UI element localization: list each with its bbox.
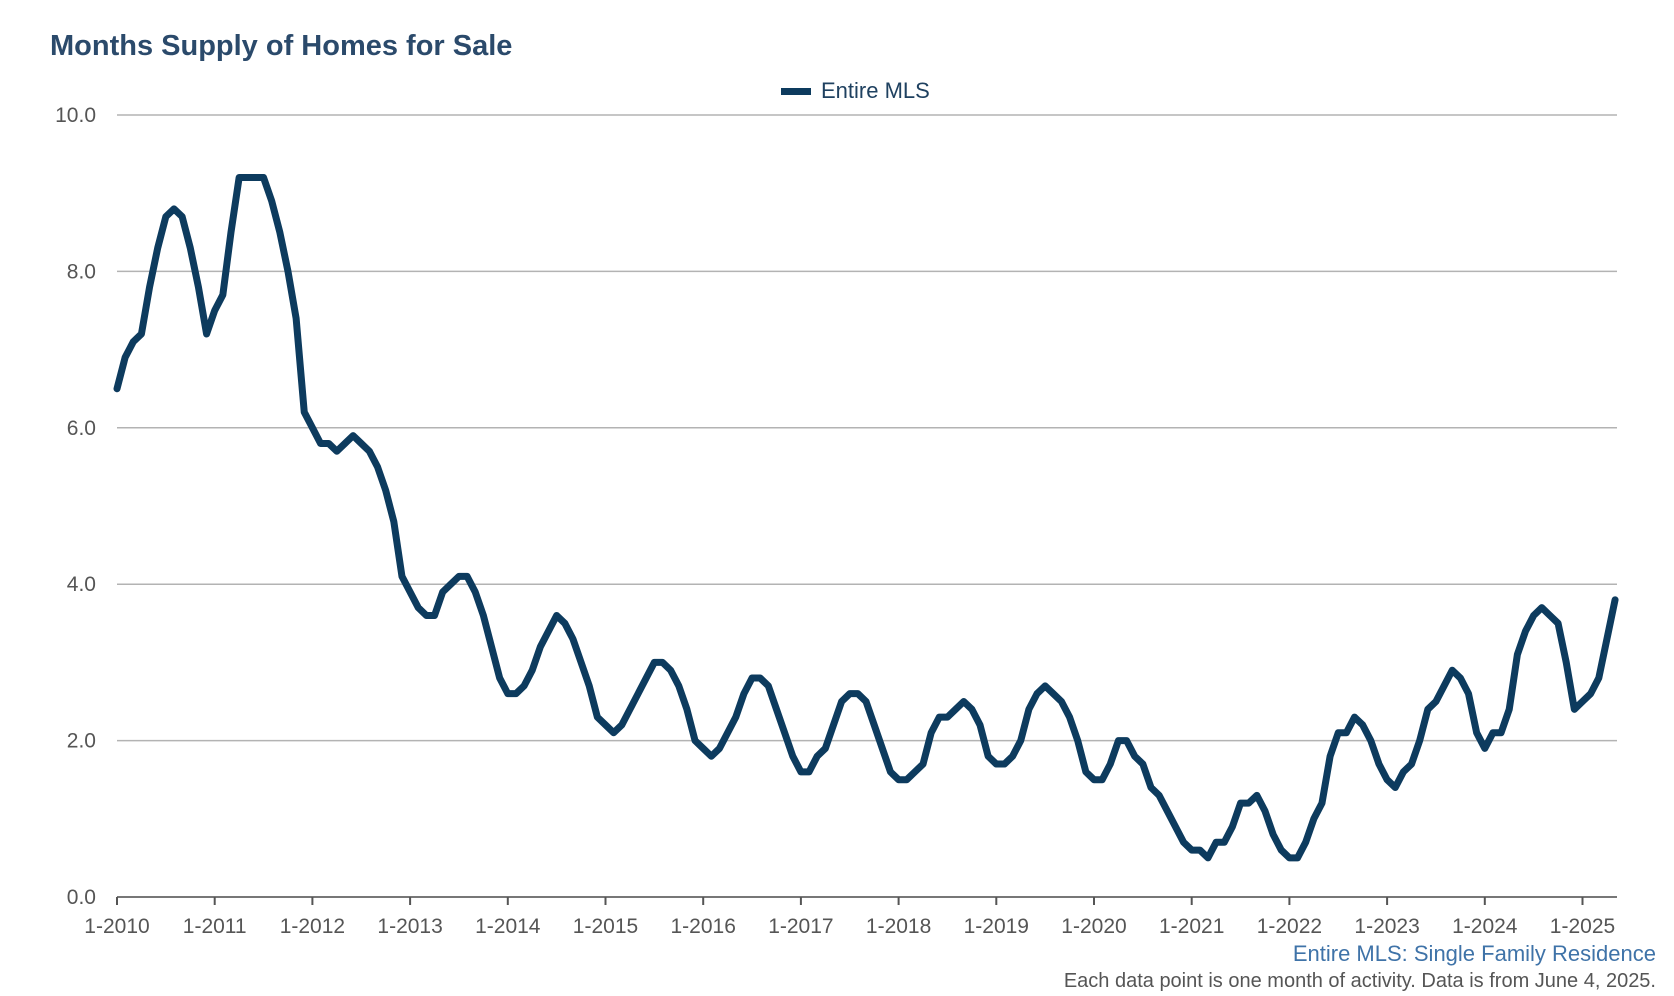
x-tick-label: 1-2013 (377, 915, 442, 938)
y-tick-label: 6.0 (67, 417, 96, 440)
x-tick-label: 1-2018 (866, 915, 931, 938)
y-axis: 0.0 2.0 4.0 6.0 8.0 10.0 (55, 104, 96, 909)
x-tick-label: 1-2014 (475, 915, 541, 938)
x-tick-label: 1-2025 (1550, 915, 1615, 938)
y-tick-label: 2.0 (67, 730, 96, 753)
legend: Entire MLS (781, 78, 930, 104)
x-tick-label: 1-2022 (1257, 915, 1322, 938)
legend-swatch (781, 87, 811, 95)
x-tick-label: 1-2017 (768, 915, 833, 938)
x-axis: 1-2010 1-2011 1-2012 1-2013 1-2014 1-2015 1-20… (84, 896, 1617, 938)
y-tick-label: 0.0 (67, 886, 96, 909)
x-tick-label: 1-2019 (964, 915, 1029, 938)
y-tick-label: 4.0 (67, 573, 96, 596)
x-tick-label: 1-2021 (1159, 915, 1224, 938)
legend-label: Entire MLS (821, 78, 930, 103)
x-tick-label: 1-2024 (1452, 915, 1518, 938)
series-layer (113, 174, 1619, 862)
x-tick-label: 1-2012 (280, 915, 345, 938)
x-tick-label: 1-2011 (183, 915, 247, 938)
x-tick-label: 1-2020 (1061, 915, 1126, 938)
footer-series-note: Entire MLS: Single Family Residence (1292, 941, 1656, 966)
y-tick-label: 8.0 (67, 260, 96, 283)
x-tick-label: 1-2010 (84, 915, 149, 938)
x-tick-label: 1-2016 (671, 915, 736, 938)
x-tick-label: 1-2023 (1354, 915, 1419, 938)
y-tick-label: 10.0 (55, 104, 96, 127)
gridlines (117, 114, 1617, 742)
x-tick-label: 1-2015 (573, 915, 638, 938)
footer-data-note: Each data point is one month of activity… (1063, 970, 1656, 992)
series-line-entire-mls (113, 174, 1619, 862)
chart-title: Months Supply of Homes for Sale (50, 30, 513, 62)
